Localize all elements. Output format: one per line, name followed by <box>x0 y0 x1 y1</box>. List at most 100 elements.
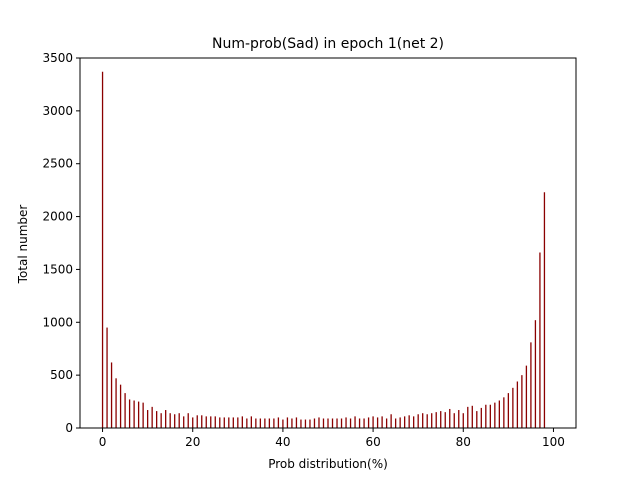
bar-series <box>101 71 546 429</box>
bar-29 <box>232 417 234 428</box>
x-tick-label-20: 20 <box>185 435 200 449</box>
bar-61 <box>376 417 379 428</box>
bar-25 <box>214 416 216 428</box>
bar-68 <box>408 415 410 428</box>
bar-69 <box>413 416 415 428</box>
bar-90 <box>507 393 510 428</box>
bar-81 <box>467 406 469 428</box>
bar-59 <box>367 417 370 428</box>
bar-58 <box>363 418 365 428</box>
bar-60 <box>372 416 374 428</box>
bar-22 <box>201 415 203 428</box>
bar-6 <box>128 399 131 428</box>
x-tick-label-60: 60 <box>365 435 380 449</box>
bar-26 <box>219 417 221 428</box>
x-tick-label-40: 40 <box>275 435 290 449</box>
bar-95 <box>530 342 532 428</box>
bar-35 <box>259 418 262 428</box>
bar-3 <box>115 378 117 428</box>
bar-5 <box>124 393 126 428</box>
bar-57 <box>358 418 361 428</box>
bar-30 <box>237 417 239 428</box>
bar-86 <box>489 404 491 428</box>
bar-11 <box>151 406 153 428</box>
bar-43 <box>295 417 298 428</box>
bar-38 <box>273 418 275 428</box>
bar-33 <box>250 416 252 428</box>
bar-84 <box>480 407 482 428</box>
bar-78 <box>453 413 455 428</box>
bar-39 <box>277 417 280 428</box>
bar-55 <box>349 418 352 428</box>
bar-42 <box>291 418 293 428</box>
bar-24 <box>210 416 212 428</box>
bar-27 <box>223 417 225 428</box>
bar-32 <box>246 418 248 428</box>
bar-49 <box>322 418 325 428</box>
bar-48 <box>318 417 320 428</box>
x-tick-label-100: 100 <box>542 435 565 449</box>
bar-56 <box>354 416 356 428</box>
bar-19 <box>187 413 189 428</box>
y-tick-label-1000: 1000 <box>42 315 73 329</box>
bar-85 <box>485 404 487 428</box>
chart-title: Num-prob(Sad) in epoch 1(net 2) <box>212 36 444 52</box>
y-tick-label-3500: 3500 <box>42 51 73 65</box>
bar-13 <box>160 413 162 428</box>
bar-80 <box>462 413 464 428</box>
y-tick-label-2000: 2000 <box>42 210 73 224</box>
bar-66 <box>399 417 401 428</box>
bar-34 <box>255 418 257 428</box>
bar-74 <box>435 412 437 428</box>
bar-8 <box>137 401 140 428</box>
bar-71 <box>422 413 424 428</box>
bar-53 <box>340 418 343 428</box>
bar-7 <box>133 400 135 428</box>
y-tick-label-1500: 1500 <box>42 262 73 276</box>
bar-91 <box>512 387 514 428</box>
bar-23 <box>205 416 207 428</box>
x-tick-label-0: 0 <box>99 435 107 449</box>
bar-47 <box>313 418 316 428</box>
bar-44 <box>300 419 302 428</box>
bar-20 <box>192 417 194 428</box>
bar-54 <box>345 417 347 428</box>
bar-15 <box>169 413 171 428</box>
bar-41 <box>286 417 289 428</box>
bar-12 <box>156 411 158 428</box>
y-tick-label-500: 500 <box>50 368 73 382</box>
bar-0 <box>101 71 104 429</box>
bar-82 <box>471 405 473 428</box>
y-axis-ticks: 0 500 1000 1500 2000 2500 3000 3500 <box>42 51 80 435</box>
bar-31 <box>241 416 243 428</box>
bar-14 <box>165 410 167 428</box>
bar-77 <box>449 408 451 428</box>
bar-94 <box>525 365 528 428</box>
bar-52 <box>336 418 338 428</box>
bar-87 <box>494 402 496 428</box>
bar-79 <box>458 410 460 428</box>
bar-65 <box>394 418 397 428</box>
y-tick-label-2500: 2500 <box>42 157 73 171</box>
bar-92 <box>516 381 519 428</box>
bar-16 <box>174 414 176 428</box>
bar-40 <box>282 419 284 428</box>
bar-2 <box>110 362 113 428</box>
bar-62 <box>381 416 383 428</box>
bar-45 <box>304 419 307 428</box>
bar-88 <box>498 400 500 428</box>
bar-10 <box>146 410 149 428</box>
bar-21 <box>196 415 198 428</box>
bar-63 <box>385 418 388 428</box>
bar-76 <box>444 412 446 428</box>
plot-area-frame <box>79 57 577 429</box>
bar-1 <box>106 327 108 428</box>
x-tick-label-80: 80 <box>456 435 471 449</box>
bar-83 <box>476 411 478 428</box>
bar-18 <box>183 416 185 428</box>
bar-36 <box>264 418 266 428</box>
y-tick-label-3000: 3000 <box>42 104 73 118</box>
bar-75 <box>440 411 442 428</box>
bar-70 <box>417 414 419 428</box>
